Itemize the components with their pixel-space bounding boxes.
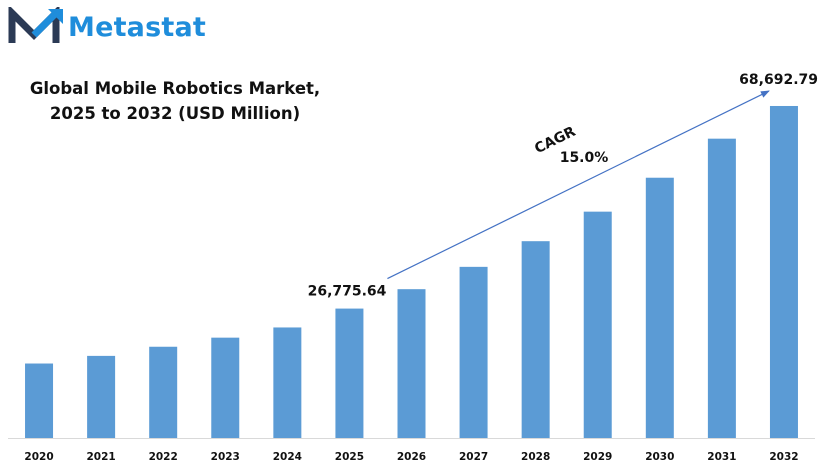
x-tick-label-2023: 2023 — [211, 451, 240, 463]
cagr-arrow — [387, 90, 770, 280]
bar-2027 — [459, 266, 488, 438]
chart-title-line-1: Global Mobile Robotics Market, — [29, 79, 321, 98]
x-tick-label-2030: 2030 — [645, 451, 674, 463]
bar-2020 — [25, 363, 54, 438]
bar-2030 — [645, 177, 674, 438]
bar-2029 — [583, 211, 612, 438]
brand-logo: Metastat — [8, 6, 206, 48]
x-tick-label-2029: 2029 — [583, 451, 612, 463]
x-tick-label-2024: 2024 — [273, 451, 302, 463]
x-tick-label-2027: 2027 — [459, 451, 488, 463]
bar-2032 — [769, 105, 798, 438]
x-tick-label-2021: 2021 — [86, 451, 115, 463]
bar-2031 — [707, 138, 736, 438]
x-tick-label-2028: 2028 — [521, 451, 550, 463]
bar-2025 — [335, 308, 364, 438]
brand-name: Metastat — [68, 11, 207, 43]
bar-2024 — [273, 327, 302, 438]
x-tick-label-2025: 2025 — [335, 451, 364, 463]
x-tick-label-2022: 2022 — [149, 451, 178, 463]
x-tick-label-2026: 2026 — [397, 451, 426, 463]
chart-title: Global Mobile Robotics Market, 2025 to 2… — [20, 76, 330, 126]
bar-2028 — [521, 241, 550, 438]
cagr-value: 15.0% — [560, 150, 609, 166]
x-tick-label-2020: 2020 — [24, 451, 53, 463]
bar-2023 — [211, 337, 240, 438]
data-label-2032: 68,692.79 — [739, 72, 818, 88]
metastat-m-logo-icon — [8, 7, 63, 43]
bar-2026 — [397, 289, 426, 438]
chart-title-line-2: 2025 to 2032 (USD Million) — [49, 104, 301, 123]
bar-2022 — [149, 346, 178, 438]
bar-2021 — [87, 355, 116, 438]
x-tick-label-2032: 2032 — [769, 451, 798, 463]
data-label-2025: 26,775.64 — [308, 284, 387, 300]
x-tick-label-2031: 2031 — [707, 451, 736, 463]
